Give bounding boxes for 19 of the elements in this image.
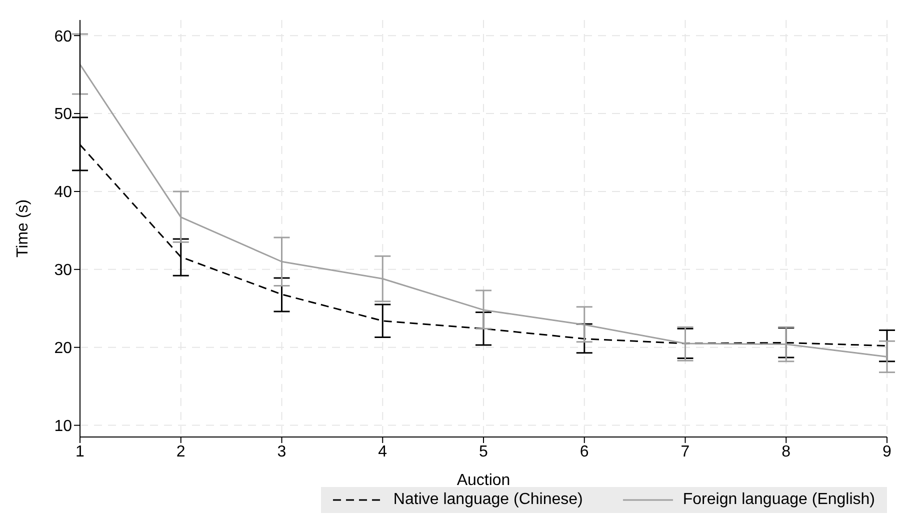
x-tick-label: 1 [76,443,85,460]
legend-label: Native language (Chinese) [393,491,583,509]
x-tick-label: 6 [580,443,589,460]
y-tick-label: 40 [54,184,72,202]
x-tick-label: 3 [277,443,286,460]
y-tick-label: 10 [54,418,72,435]
y-tick-label: 20 [54,340,72,358]
x-tick-label: 4 [378,443,388,460]
y-tick-label: 60 [54,28,72,46]
x-tick-label: 8 [782,443,791,460]
y-axis-title: Time (s) [14,199,32,258]
legend-label: Foreign language (English) [682,491,875,509]
y-tick-label: 30 [54,262,72,280]
x-tick-label: 5 [479,443,488,460]
x-tick-label: 9 [882,443,892,460]
x-tick-label: 2 [176,443,186,460]
x-axis-title: Auction [456,472,510,489]
y-tick-label: 50 [54,106,72,124]
x-tick-label: 7 [680,443,690,460]
